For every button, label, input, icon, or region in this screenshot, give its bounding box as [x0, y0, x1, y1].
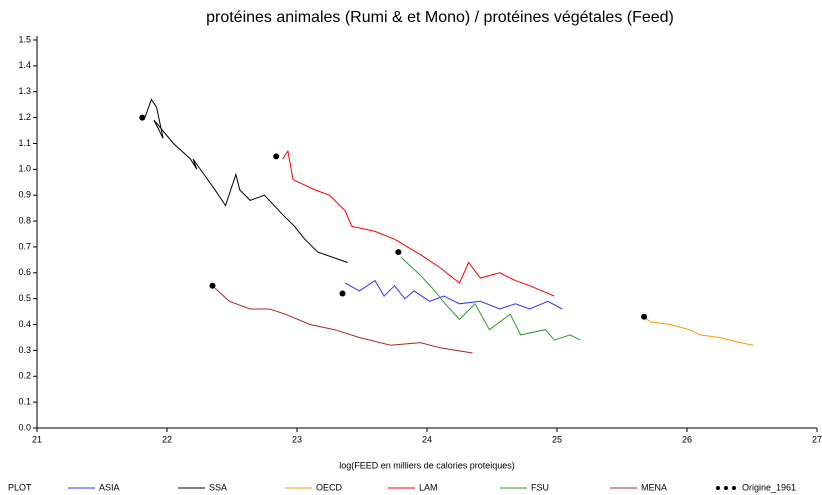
y-tick-label: 0.6 — [18, 267, 31, 277]
series-line — [400, 256, 581, 341]
y-tick-label: 0.3 — [18, 345, 31, 355]
y-tick-label: 0.9 — [18, 190, 31, 200]
y-tick-label: 1.4 — [18, 60, 31, 70]
y-tick-label: 0.8 — [18, 215, 31, 225]
series-line — [344, 279, 563, 310]
y-tick-label: 0.2 — [18, 371, 31, 381]
legend-label: FSU — [531, 482, 549, 492]
series-line — [214, 287, 473, 354]
x-tick-label: 23 — [292, 434, 302, 444]
series-line — [282, 149, 555, 297]
legend-marker — [716, 486, 720, 490]
legend-label: OECD — [316, 482, 343, 492]
legend-label: LAM — [419, 482, 438, 492]
origin-point — [641, 313, 648, 320]
chart-title: protéines animales (Rumi & et Mono) / pr… — [206, 9, 674, 26]
x-tick-label: 24 — [422, 434, 432, 444]
y-tick-label: 0.0 — [18, 422, 31, 432]
x-tick-label: 22 — [162, 434, 172, 444]
y-tick-label: 1.0 — [18, 164, 31, 174]
origin-point — [339, 290, 346, 297]
x-tick-label: 25 — [552, 434, 562, 444]
y-tick-label: 0.7 — [18, 241, 31, 251]
series-line — [643, 316, 754, 346]
origin-point — [209, 282, 216, 289]
legend-title: PLOT — [8, 482, 32, 492]
legend-marker — [724, 486, 728, 490]
origin-point — [395, 249, 402, 256]
x-tick-label: 21 — [32, 434, 42, 444]
x-tick-label: 27 — [812, 434, 822, 444]
y-tick-label: 0.4 — [18, 319, 31, 329]
origin-point — [273, 153, 280, 160]
legend-label: Origine_1961 — [742, 482, 796, 492]
y-tick-label: 1.5 — [18, 34, 31, 44]
y-tick-label: 1.1 — [18, 138, 31, 148]
legend-label: SSA — [209, 482, 227, 492]
y-tick-label: 1.3 — [18, 86, 31, 96]
y-tick-label: 0.1 — [18, 397, 31, 407]
legend-label: MENA — [641, 482, 667, 492]
y-tick-label: 0.5 — [18, 293, 31, 303]
legend-marker — [732, 486, 736, 490]
series-line — [144, 98, 348, 263]
x-axis-label: log(FEED en milliers de calories proteiq… — [339, 460, 515, 470]
legend-label: ASIA — [99, 482, 120, 492]
origin-point — [139, 114, 146, 121]
x-tick-label: 26 — [682, 434, 692, 444]
y-tick-label: 1.2 — [18, 112, 31, 122]
